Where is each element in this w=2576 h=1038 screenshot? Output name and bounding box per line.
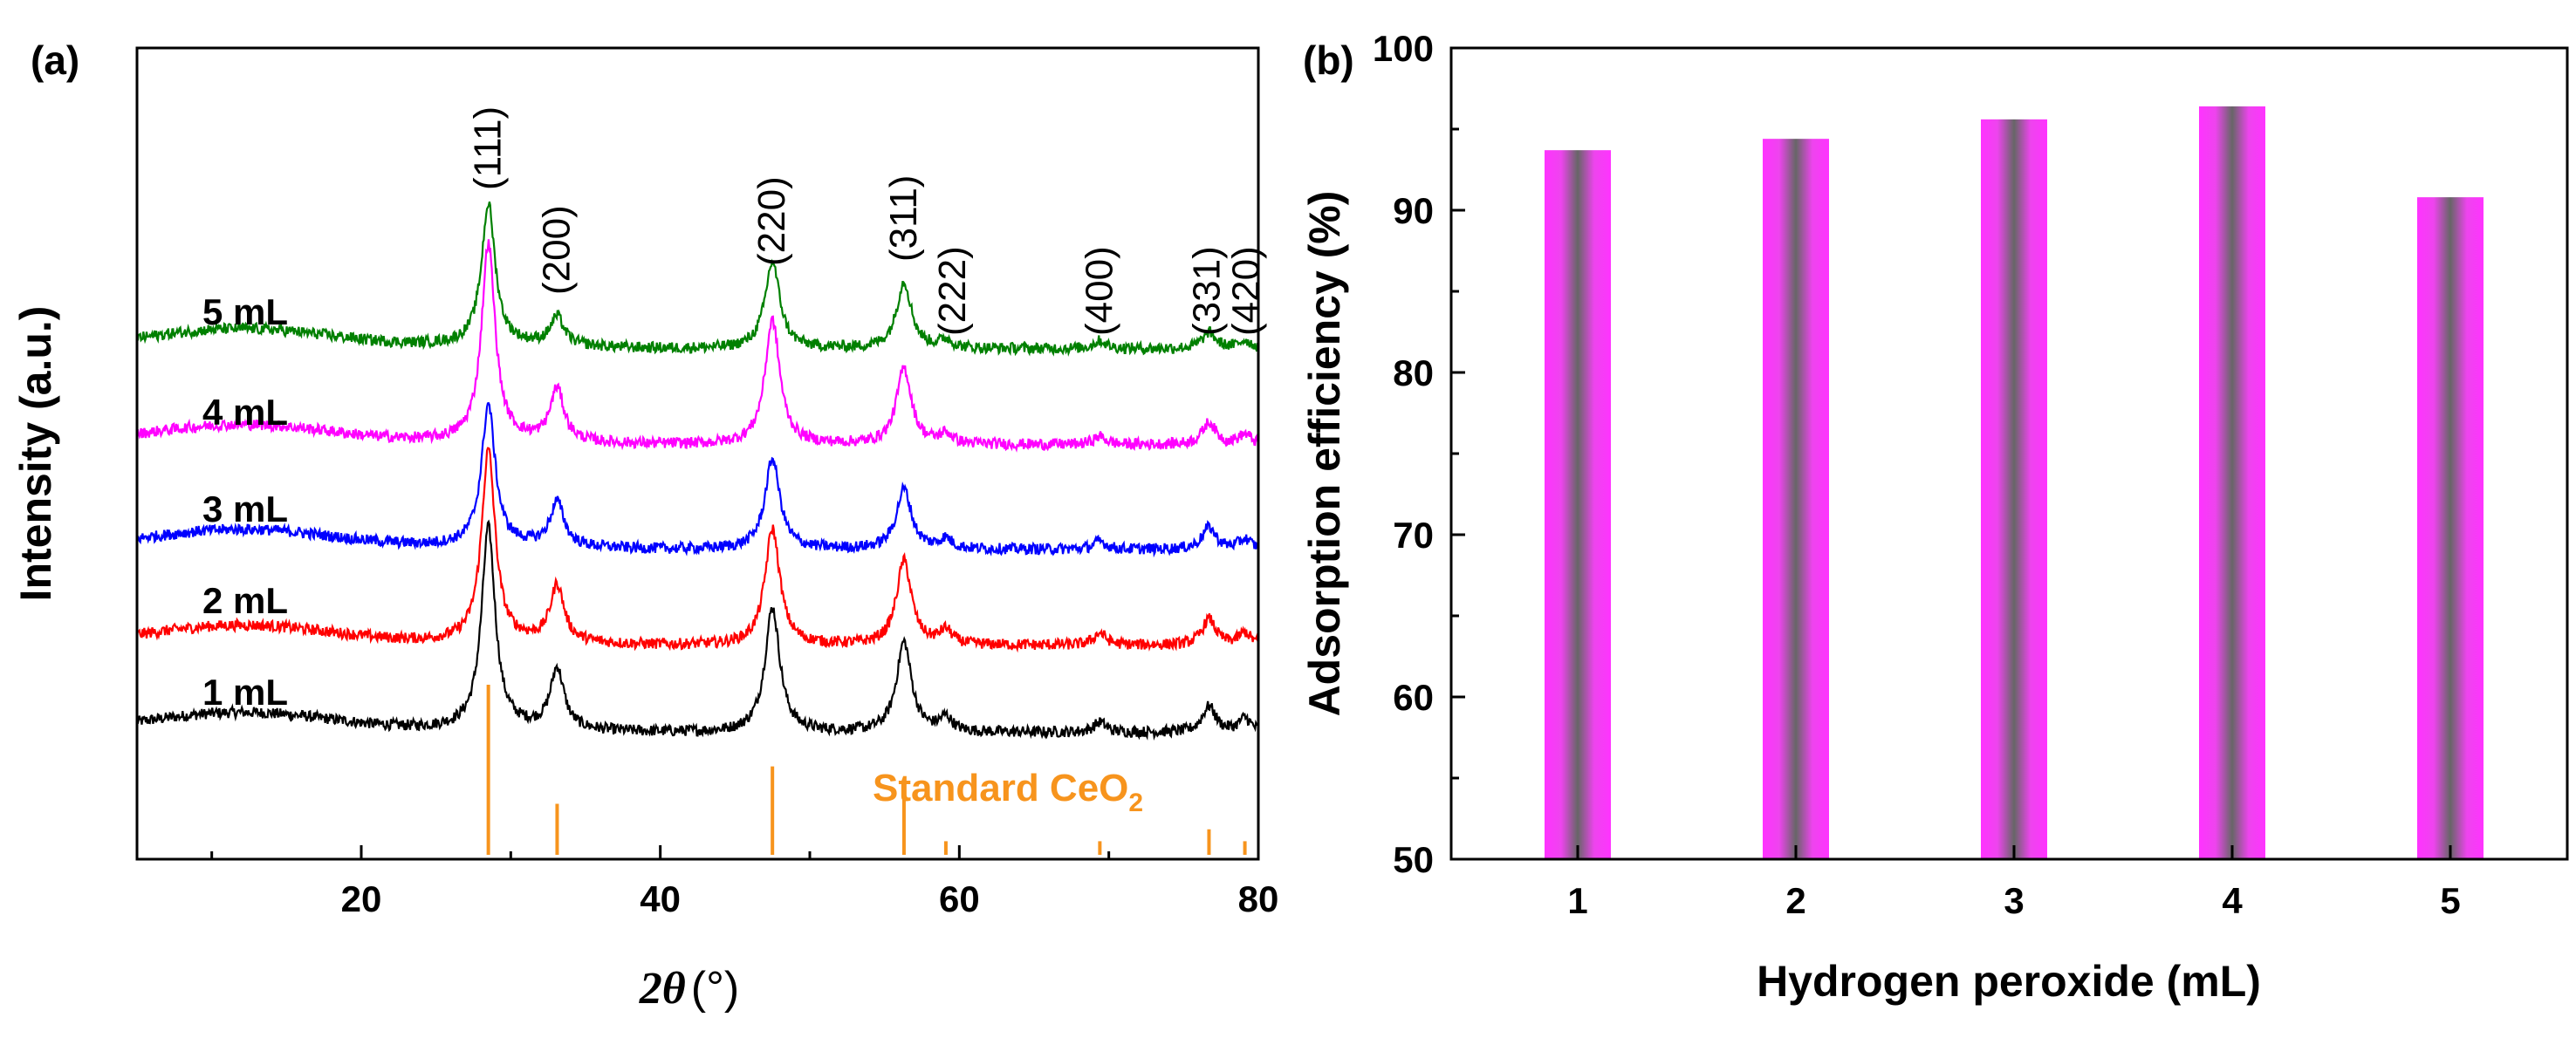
panel-b-bars <box>1545 106 2484 860</box>
y-tick-label: 70 <box>1393 515 1434 556</box>
panel-a-y-axis-title: Intensity (a.u.) <box>11 306 60 602</box>
y-tick-label: 100 <box>1373 28 1434 69</box>
y-tick-label: 90 <box>1393 190 1434 231</box>
x-category-label: 3 <box>2004 880 2024 921</box>
plane-label: (420) <box>1225 246 1268 336</box>
x-tick-label: 80 <box>1238 878 1279 919</box>
xrd-line-3-ml <box>137 401 1258 558</box>
plane-label: (311) <box>882 175 925 262</box>
bar <box>2417 197 2484 859</box>
panel-a-reference-label: Standard CeO2 <box>873 767 1143 817</box>
bar <box>1981 119 2047 860</box>
panel-a-frame <box>135 46 1260 861</box>
xrd-line-2-ml <box>137 447 1258 653</box>
xrd-line-4-ml <box>137 239 1258 453</box>
panel-a: (a) 1 mL 2 mL 3 mL 4 mL 5 mL (111) (200) (220)… <box>11 38 1278 1014</box>
y-tick-label: 50 <box>1393 839 1434 880</box>
panel-a-label: (a) <box>31 38 79 83</box>
bar <box>1763 139 1829 859</box>
xrd-line-5-ml <box>137 201 1258 358</box>
x-tick-label: 60 <box>939 878 980 919</box>
y-tick-label: 80 <box>1393 352 1434 393</box>
panel-a-series <box>137 201 1258 741</box>
panel-b: (b) 50 60 70 80 90 100 1 2 3 4 5 Hydrogen peroxid… <box>1300 28 2569 1006</box>
series-label: 1 mL <box>202 672 288 713</box>
panel-a-x-ticks: 20 40 60 80 <box>210 845 1279 919</box>
panel-b-y-axis-title: Adsorption efficiency (%) <box>1300 191 1349 717</box>
plane-label: (200) <box>535 205 578 295</box>
x-category-label: 5 <box>2440 880 2460 921</box>
series-label: 4 mL <box>202 392 288 433</box>
series-label: 2 mL <box>202 580 288 621</box>
x-category-label: 1 <box>1567 880 1587 921</box>
panel-a-series-labels: 1 mL 2 mL 3 mL 4 mL 5 mL <box>202 291 288 713</box>
series-label: 3 mL <box>202 488 288 529</box>
plane-label: (220) <box>750 176 793 266</box>
x-category-label: 4 <box>2222 880 2243 921</box>
panel-a-reference-lines <box>486 685 1247 855</box>
panel-b-label: (b) <box>1303 38 1354 83</box>
panel-b-x-axis-title: Hydrogen peroxide (mL) <box>1757 957 2261 1006</box>
plane-label: (111) <box>467 106 510 190</box>
panel-b-x-ticks: 1 2 3 4 5 <box>1567 845 2461 921</box>
plane-label: (400) <box>1078 246 1120 336</box>
bar <box>2199 106 2265 859</box>
x-axis-symbol: 2θ <box>639 964 686 1014</box>
reference-label-subscript: 2 <box>1128 789 1143 817</box>
x-category-label: 2 <box>1785 880 1805 921</box>
x-tick-label: 40 <box>640 878 681 919</box>
plane-label: (222) <box>931 246 974 336</box>
panel-a-x-axis-title: 2θ (°) <box>639 963 739 1014</box>
reference-label-text: Standard CeO <box>873 767 1128 809</box>
plane-label: (331) <box>1186 246 1229 336</box>
series-label: 5 mL <box>202 291 288 332</box>
panel-a-plane-labels: (111) (200) (220) (311)(222) (400) (331)(420) <box>467 106 1268 336</box>
xrd-line-1-ml <box>137 519 1258 741</box>
x-axis-unit: (°) <box>691 963 739 1014</box>
panel-b-y-ticks: 50 60 70 80 90 100 <box>1373 28 1465 880</box>
x-tick-label: 20 <box>341 878 382 919</box>
y-tick-label: 60 <box>1393 677 1434 718</box>
bar <box>1545 150 1611 859</box>
